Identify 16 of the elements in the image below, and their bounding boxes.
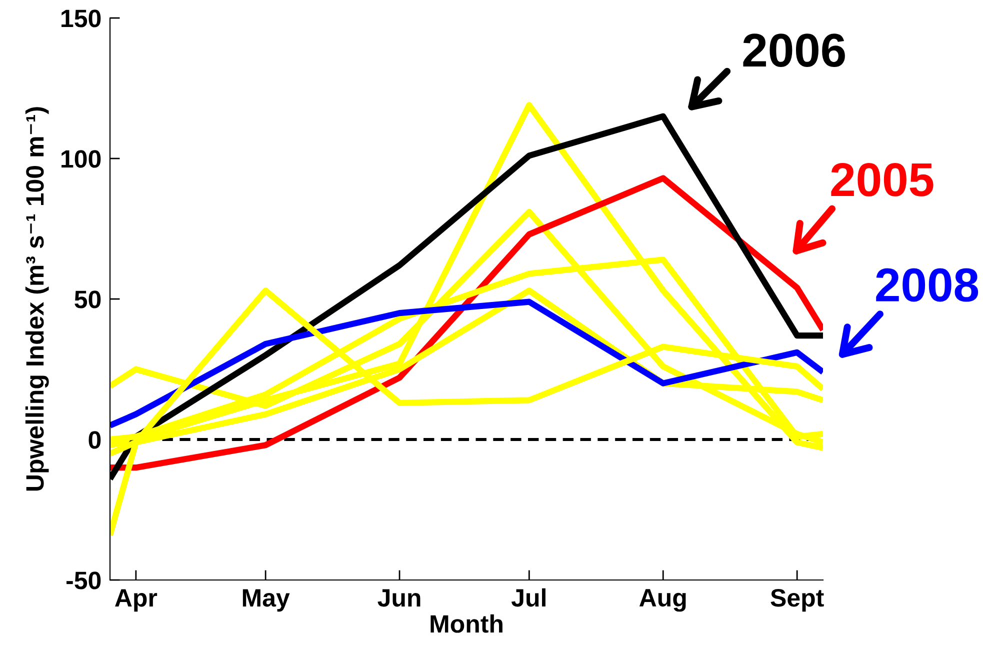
series-label: 2006 bbox=[743, 34, 845, 68]
y-tick-label: 150 bbox=[62, 10, 101, 28]
x-tick-label: Jun bbox=[378, 589, 420, 607]
y-axis-title: Upwelling Index (m³ s⁻¹ 100 m⁻¹) bbox=[25, 107, 49, 491]
y-tick-label: 0 bbox=[88, 431, 101, 449]
series-label: 2005 bbox=[831, 162, 934, 196]
x-tick-label: May bbox=[242, 589, 290, 612]
x-tick-label: Aug bbox=[639, 589, 686, 612]
x-tick-label: Jul bbox=[511, 588, 546, 607]
y-tick-label: 100 bbox=[62, 150, 101, 168]
y-tick-label: -50 bbox=[66, 572, 101, 590]
x-tick-label: Apr bbox=[115, 589, 158, 612]
x-tick-label: Sept bbox=[770, 588, 824, 612]
series-label: 2008 bbox=[876, 268, 978, 302]
x-axis-title: Month bbox=[430, 614, 502, 633]
y-tick-label: 50 bbox=[74, 290, 101, 308]
